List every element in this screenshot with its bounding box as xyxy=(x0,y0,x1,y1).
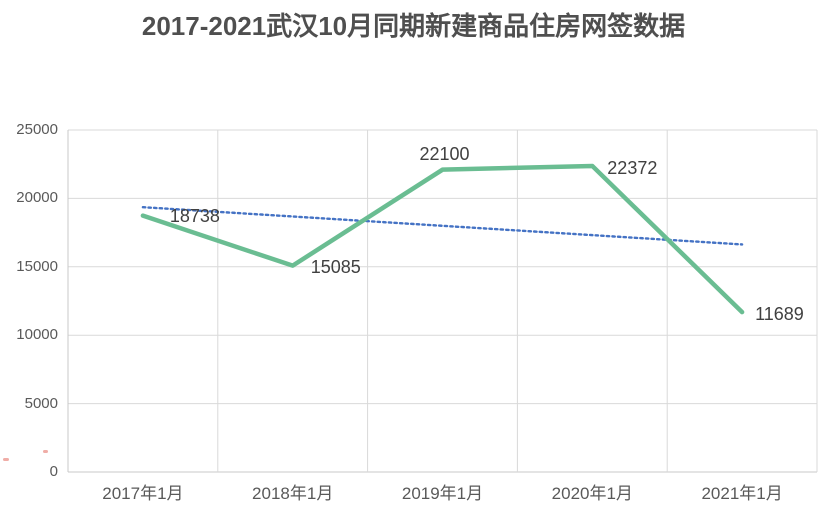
series-line xyxy=(140,163,745,315)
y-tick-label: 20000 xyxy=(16,189,58,207)
y-tick-label: 0 xyxy=(49,463,58,480)
x-tick-label: 2018年1月 xyxy=(252,484,334,503)
data-point-label: 15085 xyxy=(310,256,361,277)
stray-red-mark xyxy=(43,450,48,453)
chart-title: 2017-2021武汉10月同期新建商品住房网签数据 xyxy=(141,11,686,41)
x-tick-label: 2019年1月 xyxy=(401,484,484,503)
stray-red-mark xyxy=(3,458,9,461)
y-tick-label: 5000 xyxy=(24,394,58,412)
data-point-label: 11689 xyxy=(755,304,804,325)
data-point-label: 18738 xyxy=(169,205,220,226)
y-tick-label: 25000 xyxy=(16,121,58,138)
y-tick-label: 10000 xyxy=(16,326,58,344)
trendline-dotted xyxy=(141,205,744,246)
x-tick-label: 2017年1月 xyxy=(102,484,184,503)
y-tick-label: 15000 xyxy=(16,257,58,275)
data-point-label: 22100 xyxy=(419,143,470,164)
x-tick-label: 2020年1月 xyxy=(551,484,633,503)
data-point-label: 22372 xyxy=(607,157,658,178)
x-tick-label: 2021年1月 xyxy=(701,484,783,503)
